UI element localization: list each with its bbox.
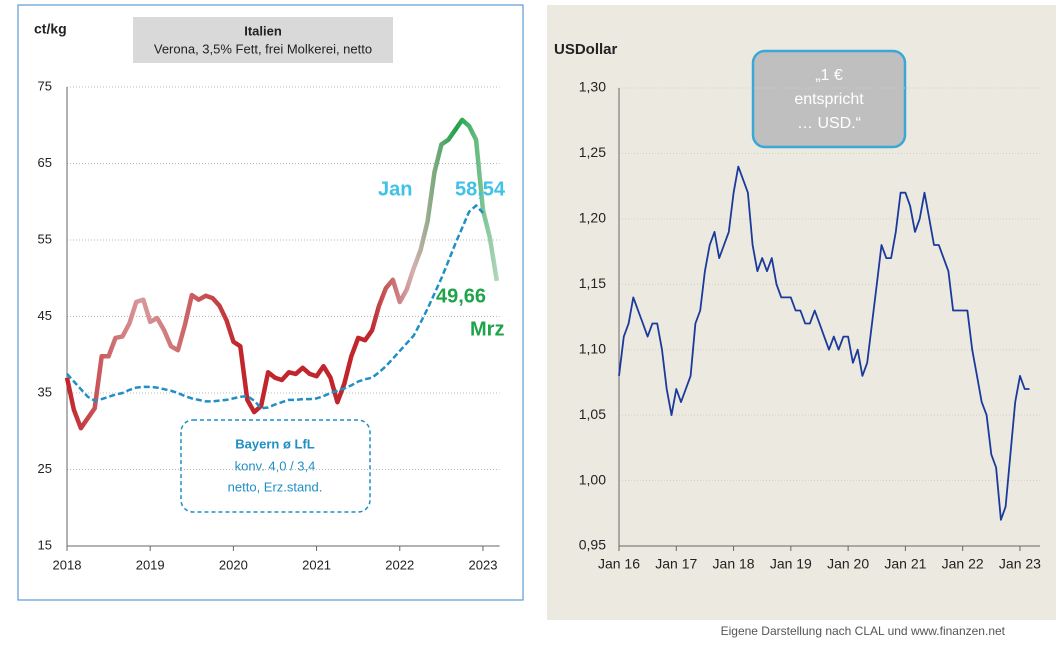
- y-tick-label: 65: [38, 155, 52, 170]
- x-tick-label: 2019: [136, 557, 165, 572]
- legend-title: Bayern ø LfL: [235, 436, 315, 451]
- line: [64, 117, 500, 431]
- x-tick-label: Jan 18: [713, 556, 755, 572]
- line: [618, 165, 1030, 521]
- y-tick-label: 75: [38, 78, 52, 93]
- x-tick-label: 2023: [469, 557, 498, 572]
- annotation: Mrz: [470, 318, 504, 340]
- x-tick-label: Jan 17: [655, 556, 697, 572]
- annotation: … USD.“: [797, 115, 861, 132]
- legend-box: [133, 17, 393, 63]
- y-tick-label: 25: [38, 461, 52, 476]
- y-tick-label: 0,95: [579, 537, 606, 553]
- legend-subtitle: konv. 4,0 / 3,4: [235, 458, 316, 473]
- annotation: Jan: [378, 178, 412, 200]
- annotation: 58,54: [455, 178, 506, 200]
- y-tick-label: 15: [38, 537, 52, 552]
- legend-subtitle: Verona, 3,5% Fett, frei Molkerei, netto: [154, 41, 372, 56]
- annotation: entspricht: [794, 91, 864, 108]
- x-tick-label: 2018: [53, 557, 82, 572]
- y-tick-label: 1,00: [579, 471, 606, 487]
- y-tick-label: 1,30: [579, 79, 606, 95]
- x-tick-label: Jan 16: [598, 556, 640, 572]
- y-tick-label: 35: [38, 384, 52, 399]
- legend-title: Italien: [244, 23, 282, 38]
- footer: Eigene Darstellung nach CLAL und www.fin…: [721, 624, 1006, 638]
- y-tick-label: 1,15: [579, 275, 606, 291]
- x-tick-label: Jan 20: [827, 556, 869, 572]
- annotation: 49,66: [436, 285, 486, 307]
- x-tick-label: Jan 23: [999, 556, 1041, 572]
- x-tick-label: 2020: [219, 557, 248, 572]
- y-tick-label: 1,10: [579, 340, 606, 356]
- y-axis-label: USDollar: [554, 41, 618, 58]
- legend-subtitle: netto, Erz.stand.: [228, 479, 323, 494]
- legend-box: [180, 419, 371, 513]
- y-tick-label: 55: [38, 231, 52, 246]
- y-tick-label: 45: [38, 308, 52, 323]
- annotation: „1 €: [815, 67, 843, 84]
- x-tick-label: 2021: [302, 557, 331, 572]
- y-tick-label: 1,25: [579, 144, 606, 160]
- annotation-box: [751, 49, 907, 149]
- x-tick-label: Jan 22: [942, 556, 984, 572]
- line: [66, 203, 484, 410]
- y-tick-label: 1,20: [579, 210, 606, 226]
- x-tick-label: 2022: [385, 557, 414, 572]
- y-tick-label: 1,05: [579, 406, 606, 422]
- x-tick-label: Jan 19: [770, 556, 812, 572]
- x-tick-label: Jan 21: [884, 556, 926, 572]
- y-axis-label: ct/kg: [34, 21, 67, 37]
